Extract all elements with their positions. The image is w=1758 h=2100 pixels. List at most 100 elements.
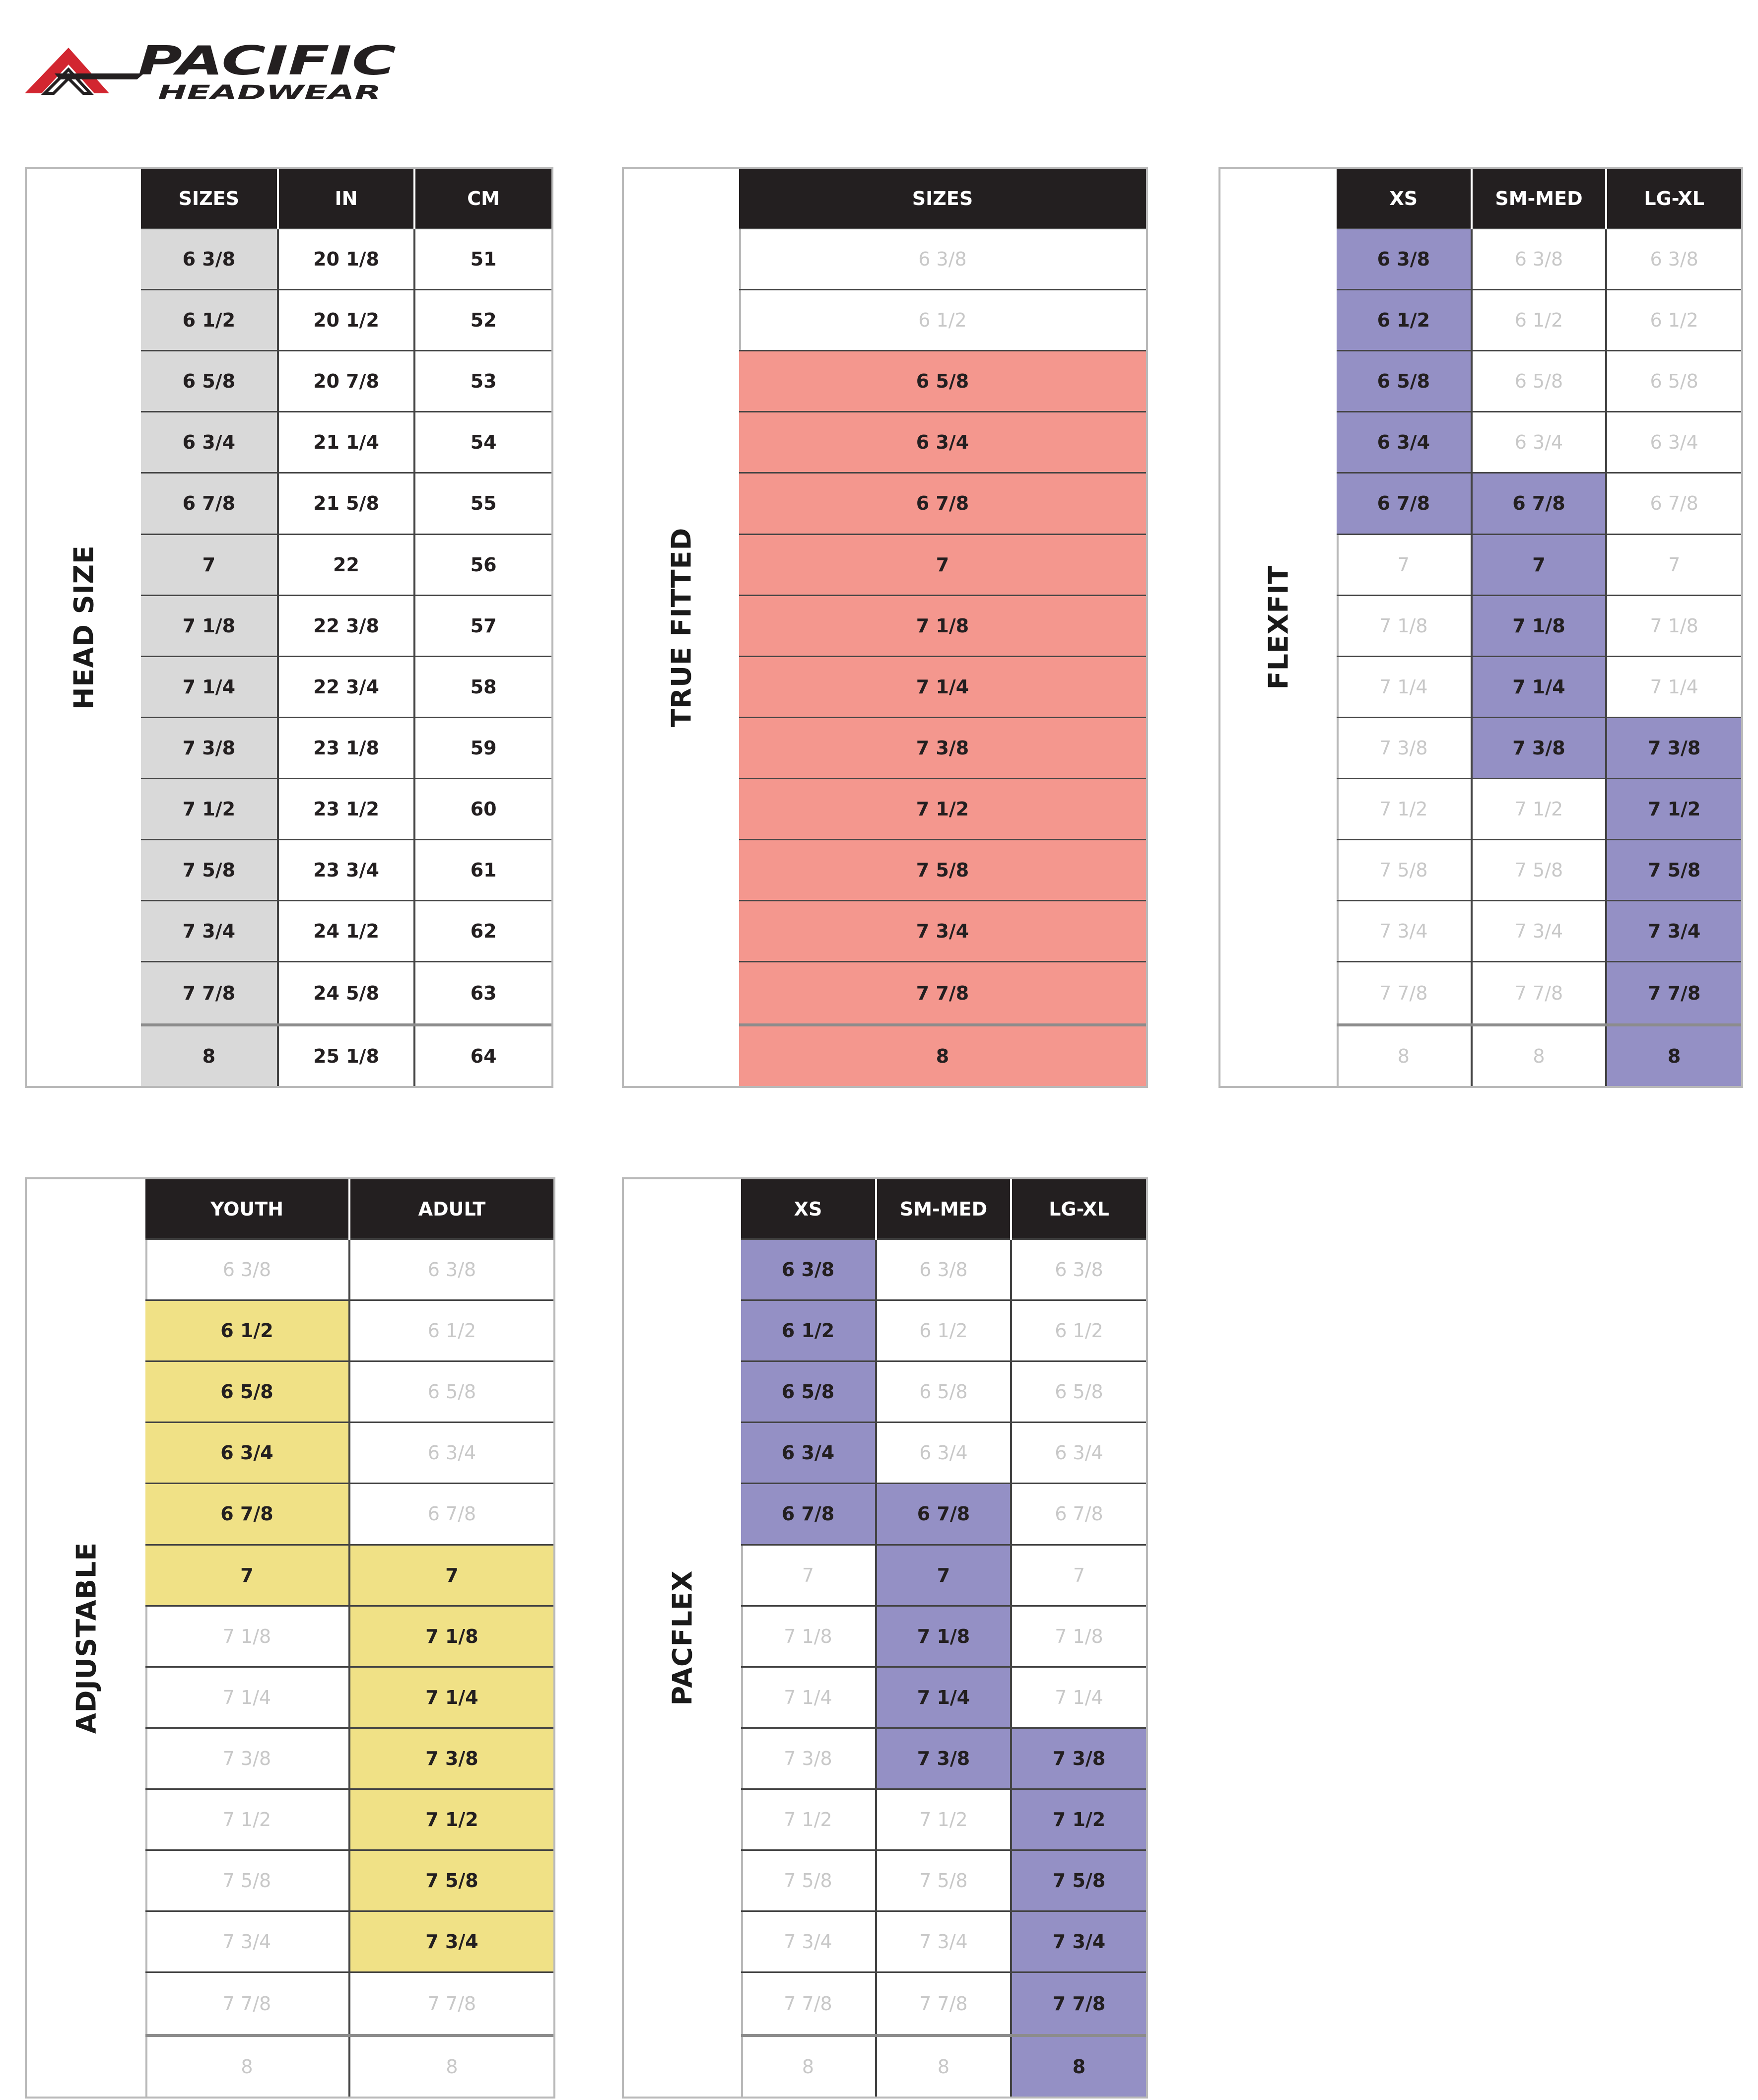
size-cell: 6 3/4 — [741, 1422, 876, 1484]
size-cell: 6 3/8 — [1605, 227, 1741, 290]
size-cell: 57 — [413, 594, 551, 657]
table-row: 7 3/8 7 3/8 — [145, 1727, 553, 1789]
size-cell: 64 — [413, 1023, 551, 1086]
size-cell: 7 — [1010, 1544, 1146, 1606]
size-cell: 6 3/8 — [739, 227, 1146, 290]
size-cell: 7 1/4 — [1010, 1666, 1146, 1728]
size-cell: 6 5/8 — [739, 350, 1146, 412]
size-cell: 7 7/8 — [1470, 961, 1607, 1025]
table-row: 7 1/2 7 1/2 7 1/2 — [1337, 777, 1741, 840]
column-header: LG-XL — [1605, 169, 1741, 229]
size-cell: 6 3/4 — [1337, 411, 1472, 473]
column-header: SIZES — [141, 169, 278, 229]
size-cell: 6 1/2 — [145, 1299, 349, 1361]
flexfit-chart: FLEXFIT XS SM-MED LG-XL 6 3/8 6 3/8 6 3/8 6 1/… — [1218, 167, 1743, 1088]
size-cell: 6 3/8 — [741, 1238, 876, 1300]
table-row: 7 7/8 7 7/8 — [145, 1971, 553, 2035]
table-row: 8 25 1/8 64 — [141, 1023, 551, 1086]
size-cell: 7 7/8 — [141, 961, 278, 1025]
table-row: 7 5/8 7 5/8 7 5/8 — [1337, 839, 1741, 901]
size-cell: 7 3/8 — [875, 1727, 1011, 1789]
column-header: IN — [276, 169, 415, 229]
size-cell: 6 1/2 — [1605, 289, 1741, 351]
size-cell: 6 7/8 — [1605, 472, 1741, 535]
size-cell: 7 7/8 — [348, 1971, 553, 2035]
table-row: 6 3/4 6 3/4 — [145, 1422, 553, 1484]
size-cell: 7 1/8 — [1010, 1605, 1146, 1667]
table-row: 7 1/8 7 1/8 7 1/8 — [741, 1605, 1146, 1667]
table-row: 7 7/8 24 5/8 63 — [141, 961, 551, 1025]
table-row: 7 1/2 7 1/2 7 1/2 — [741, 1788, 1146, 1850]
flexfit-label: FLEXFIT — [1263, 565, 1294, 690]
size-cell: 6 7/8 — [1337, 472, 1472, 535]
size-cell: 7 1/8 — [348, 1605, 553, 1667]
table-row: 6 1/2 6 1/2 6 1/2 — [741, 1299, 1146, 1361]
size-cell: 6 7/8 — [739, 472, 1146, 535]
size-cell: 7 5/8 — [1470, 839, 1607, 901]
size-cell: 6 5/8 — [141, 350, 278, 412]
size-cell: 6 3/8 — [1010, 1238, 1146, 1300]
column-header: XS — [1337, 169, 1472, 229]
size-cell: 7 5/8 — [741, 1849, 876, 1911]
size-cell: 6 5/8 — [875, 1360, 1011, 1423]
table-row: 6 1/2 20 1/2 52 — [141, 289, 551, 351]
size-cell: 20 7/8 — [276, 350, 415, 412]
size-cell: 7 5/8 — [1605, 839, 1741, 901]
column-header: CM — [413, 169, 551, 229]
pacific-headwear-logo: PACIFIC HEADWEAR — [25, 44, 396, 102]
size-cell: 58 — [413, 655, 551, 718]
size-cell: 6 3/8 — [348, 1238, 553, 1300]
size-cell: 7 1/4 — [1470, 655, 1607, 718]
table-row: 6 5/8 6 5/8 6 5/8 — [1337, 350, 1741, 412]
size-cell: 55 — [413, 472, 551, 535]
logo-mountain-red — [25, 48, 109, 93]
column-header: SIZES — [739, 169, 1146, 229]
size-cell: 7 3/8 — [145, 1727, 349, 1789]
size-cell: 7 1/8 — [1337, 594, 1472, 657]
size-cell: 24 5/8 — [276, 961, 415, 1025]
size-cell: 7 3/4 — [739, 900, 1146, 962]
table-row: 7 1/8 7 1/8 — [145, 1605, 553, 1667]
size-cell: 7 3/4 — [348, 1910, 553, 1972]
size-cell: 7 1/8 — [741, 1605, 876, 1667]
table-row: 7 3/8 — [739, 716, 1146, 779]
table-row: 6 1/2 6 1/2 — [145, 1299, 553, 1361]
table-row: 7 1/4 — [739, 655, 1146, 718]
size-cell: 6 7/8 — [1010, 1483, 1146, 1545]
size-cell: 7 — [875, 1544, 1011, 1606]
size-cell: 7 7/8 — [1605, 961, 1741, 1025]
size-cell: 6 1/2 — [741, 1299, 876, 1361]
table-row: 6 3/8 6 3/8 — [145, 1238, 553, 1300]
size-cell: 6 3/8 — [145, 1238, 349, 1300]
column-header: LG-XL — [1010, 1179, 1146, 1239]
table-row: 6 7/8 21 5/8 55 — [141, 472, 551, 535]
size-cell: 7 1/2 — [1337, 777, 1472, 840]
size-cell: 6 1/2 — [348, 1299, 553, 1361]
size-cell: 7 7/8 — [875, 1971, 1011, 2035]
true-fitted-table: SIZES 6 3/8 6 1/2 6 5/8 6 3/4 6 7/8 7 7 1/8 7 1/… — [739, 169, 1146, 1086]
pacflex-chart: PACFLEX XS SM-MED LG-XL 6 3/8 6 3/8 6 3/8 6 1/… — [622, 1177, 1148, 2099]
size-cell: 7 5/8 — [145, 1849, 349, 1911]
table-row: 6 3/8 — [739, 227, 1146, 290]
true-fitted-label: TRUE FITTED — [666, 527, 697, 728]
size-cell: 7 1/2 — [145, 1788, 349, 1850]
size-cell: 21 1/4 — [276, 411, 415, 473]
size-cell: 8 — [1470, 1023, 1607, 1086]
table-row: 7 1/4 22 3/4 58 — [141, 655, 551, 718]
size-cell: 7 3/4 — [1470, 900, 1607, 962]
size-cell: 7 5/8 — [739, 839, 1146, 901]
size-cell: 7 1/2 — [741, 1788, 876, 1850]
size-cell: 8 — [1010, 2033, 1146, 2097]
size-cell: 7 3/8 — [741, 1727, 876, 1789]
table-row: 6 5/8 6 5/8 — [145, 1360, 553, 1423]
table-row: 7 3/4 7 3/4 7 3/4 — [741, 1910, 1146, 1972]
size-cell: 6 1/2 — [141, 289, 278, 351]
table-row: 7 3/4 — [739, 900, 1146, 962]
size-cell: 7 1/4 — [145, 1666, 349, 1728]
size-cell: 7 1/8 — [875, 1605, 1011, 1667]
size-cell: 7 1/8 — [141, 594, 278, 657]
table-row: 7 1/2 — [739, 777, 1146, 840]
size-cell: 7 3/4 — [741, 1910, 876, 1972]
